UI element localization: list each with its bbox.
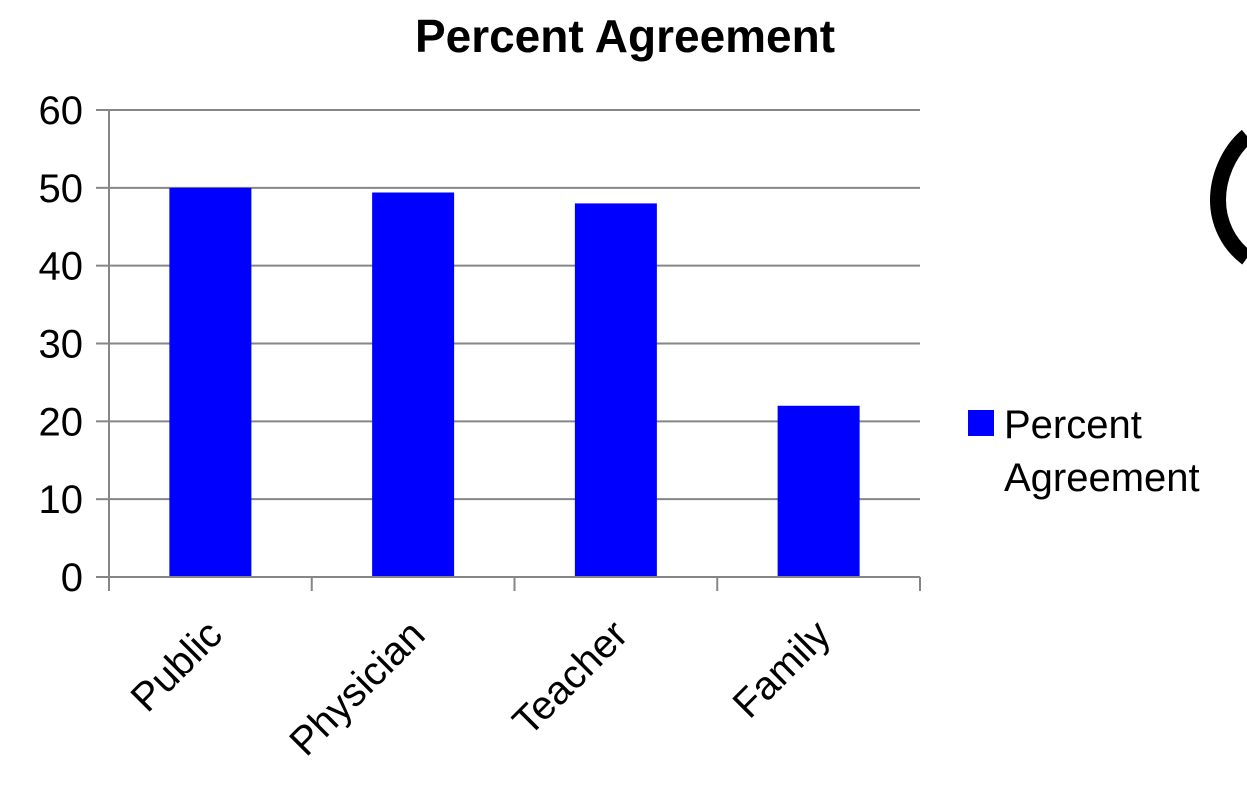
y-tick-label: 60 — [39, 89, 84, 133]
cropped-glyph-fragment — [1209, 129, 1247, 265]
bars — [169, 187, 860, 578]
bar-public — [169, 187, 252, 578]
bar-physician — [372, 192, 455, 577]
y-tick-label: 40 — [39, 245, 84, 289]
y-tick-label: 10 — [39, 478, 84, 522]
y-tick-label: 20 — [39, 400, 84, 444]
legend: Percent Agreement — [968, 403, 1200, 500]
x-tick-label-physician: Physician — [281, 612, 433, 764]
axes — [96, 109, 921, 591]
y-tick-label: 30 — [39, 323, 84, 367]
bar-teacher — [574, 203, 657, 577]
legend-swatch — [968, 410, 994, 436]
y-tick-label: 0 — [61, 556, 83, 600]
legend-label: Percent Agreement — [1004, 403, 1200, 500]
x-tick-label-public: Public — [123, 612, 231, 720]
chart-title: Percent Agreement — [415, 10, 835, 62]
y-axis-tick-labels: 0 10 20 30 40 50 60 — [39, 89, 84, 600]
bar-family — [777, 405, 860, 577]
y-tick-label: 50 — [39, 167, 84, 211]
x-tick-label-family: Family — [725, 612, 839, 726]
x-tick-label-teacher: Teacher — [504, 612, 636, 744]
decorative-fragment — [1209, 129, 1247, 265]
x-axis-tick-labels: Public Physician Teacher Family — [123, 612, 839, 764]
